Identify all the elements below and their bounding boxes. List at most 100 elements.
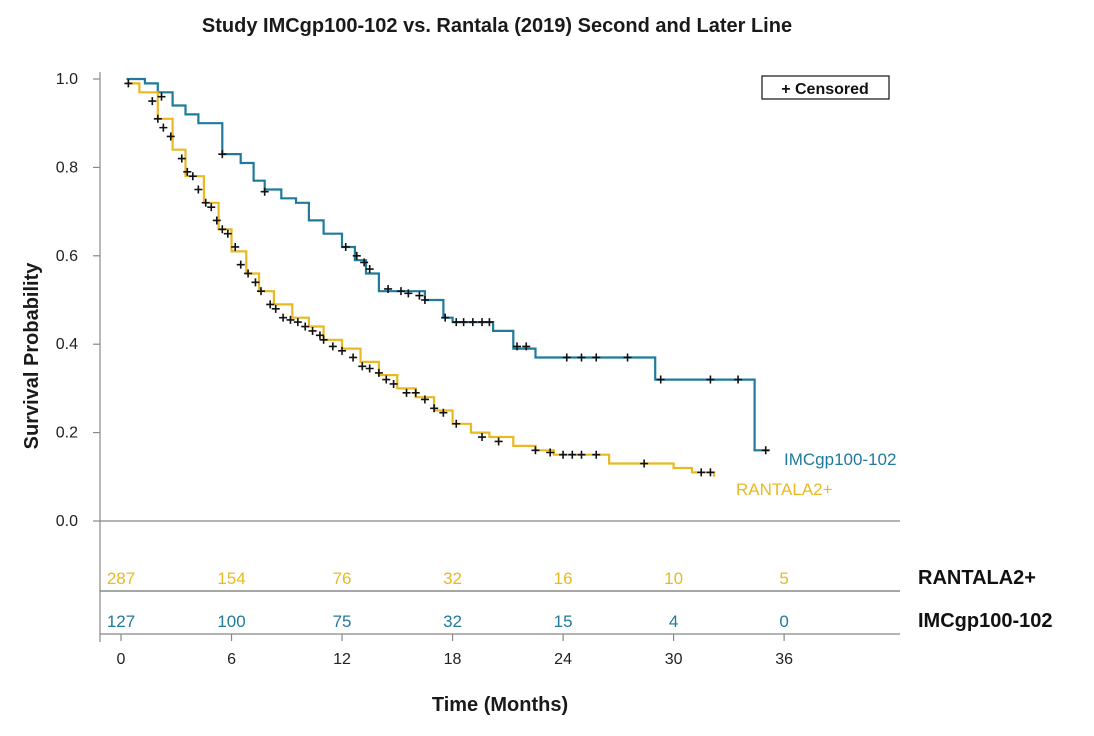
- y-tick-label: 0.6: [56, 248, 78, 265]
- at-risk-count: 32: [443, 569, 462, 588]
- censor-mark: [236, 260, 245, 269]
- censor-mark: [430, 404, 439, 413]
- censor-mark: [468, 318, 477, 327]
- censor-mark: [478, 318, 487, 327]
- censor-mark: [266, 300, 275, 309]
- censor-mark: [148, 97, 157, 106]
- at-risk-count: 76: [333, 569, 352, 588]
- censor-mark: [382, 375, 391, 384]
- censor-mark: [592, 353, 601, 362]
- censor-mark: [188, 172, 197, 181]
- censor-mark: [212, 216, 221, 225]
- censor-mark: [452, 318, 461, 327]
- censor-mark: [402, 388, 411, 397]
- censor-mark: [697, 468, 706, 477]
- censor-mark: [420, 296, 429, 304]
- censor-mark: [166, 132, 175, 141]
- censor-mark: [231, 242, 240, 251]
- censor-mark: [308, 326, 317, 335]
- x-tick-label: 6: [227, 651, 236, 668]
- censor-mark: [365, 364, 374, 373]
- censor-mark: [153, 114, 162, 123]
- y-tick-label: 0.8: [56, 159, 78, 176]
- censor-mark: [159, 123, 168, 132]
- y-tick-label: 0.2: [56, 425, 78, 442]
- curve-imcgp100-102: [126, 77, 770, 452]
- chart-title: Study IMCgp100-102 vs. Rantala (2019) Se…: [202, 15, 792, 37]
- censor-mark: [706, 468, 715, 477]
- censor-mark: [124, 79, 133, 88]
- at-risk-count: 287: [107, 569, 135, 588]
- y-tick-label: 1.0: [56, 71, 78, 88]
- censor-mark: [352, 251, 361, 260]
- censor-mark: [360, 258, 369, 267]
- censor-mark: [577, 450, 586, 459]
- x-tick-label: 0: [117, 651, 126, 668]
- censor-mark: [384, 284, 393, 293]
- risk-row-label: RANTALA2+: [918, 567, 1036, 589]
- series-labels: IMCgp100-102 RANTALA2+: [736, 450, 896, 499]
- x-axis-title: Time (Months): [432, 694, 568, 716]
- censor-mark: [404, 289, 413, 298]
- censor-mark: [546, 448, 555, 457]
- censor-mark: [315, 331, 324, 340]
- at-risk-count: 10: [664, 569, 683, 588]
- legend-text: + Censored: [781, 81, 869, 98]
- at-risk-count: 32: [443, 612, 462, 631]
- censor-mark: [341, 242, 350, 251]
- at-risk-count: 0: [779, 612, 788, 631]
- legend-box: [761, 75, 890, 100]
- censor-mark: [183, 167, 192, 176]
- x-tick-label: 24: [554, 651, 572, 668]
- censor-mark: [522, 342, 531, 351]
- censor-mark: [559, 450, 568, 459]
- risk-row-label: IMCgp100-102: [918, 610, 1053, 632]
- censor-mark: [374, 368, 383, 377]
- censor-mark: [349, 353, 358, 362]
- x-tick-label: 30: [665, 651, 683, 668]
- censor-mark: [396, 287, 405, 296]
- censor-mark: [640, 459, 649, 468]
- censor-mark: [656, 375, 665, 384]
- risk-table: 287 154 76 32 16 10 5 RANTALA2+127 100 75 32 15 4 0 IM…: [107, 567, 1053, 632]
- censor-marks: [124, 79, 770, 477]
- censor-mark: [218, 150, 227, 159]
- censor-mark: [223, 229, 232, 238]
- censor-mark: [415, 291, 424, 300]
- censor-mark: [441, 313, 450, 322]
- censor-mark: [623, 353, 632, 362]
- x-tick-label: 18: [444, 651, 462, 668]
- x-tick-label: 36: [775, 651, 793, 668]
- censor-mark: [420, 395, 429, 404]
- censor-mark: [577, 353, 586, 362]
- censor-mark: [244, 269, 253, 278]
- censor-mark: [271, 304, 280, 313]
- at-risk-count: 15: [554, 612, 573, 631]
- censor-mark: [568, 450, 577, 459]
- curve-rantala2: [126, 82, 716, 477]
- censor-mark: [338, 346, 347, 355]
- censor-mark: [389, 379, 398, 388]
- censor-mark: [459, 318, 468, 327]
- at-risk-count: 5: [779, 569, 788, 588]
- censor-mark: [319, 335, 328, 344]
- censor-mark: [201, 198, 210, 207]
- censor-mark: [562, 353, 571, 362]
- at-risk-count: 16: [554, 569, 573, 588]
- y-tick-label: 0.4: [56, 336, 78, 353]
- censor-mark: [251, 278, 260, 287]
- censored-legend: + Censored: [761, 75, 890, 100]
- censor-mark: [478, 433, 487, 442]
- censor-mark: [365, 265, 374, 274]
- censor-mark: [279, 313, 288, 322]
- series-end-label: IMCgp100-102: [784, 450, 896, 469]
- censor-mark: [734, 375, 743, 384]
- censor-mark: [301, 322, 310, 331]
- censor-mark: [411, 388, 420, 397]
- censor-mark: [531, 446, 540, 455]
- censor-mark: [218, 225, 227, 234]
- x-tick-label: 12: [333, 651, 351, 668]
- series-end-label: RANTALA2+: [736, 480, 833, 499]
- at-risk-count: 75: [333, 612, 352, 631]
